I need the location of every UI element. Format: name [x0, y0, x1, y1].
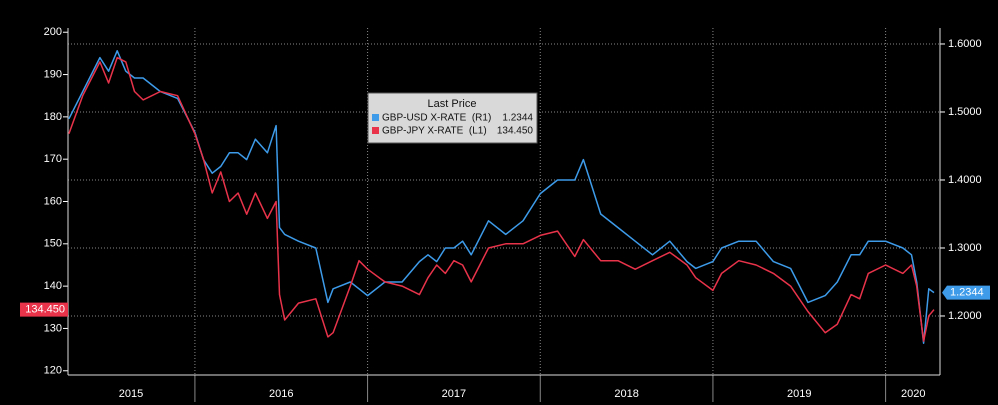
y2-tick-label: 1.6000	[948, 38, 982, 50]
x-tick-label: 2016	[269, 388, 293, 400]
y2-tick-label: 1.5000	[948, 106, 982, 118]
y-tick-label: 200	[44, 26, 62, 38]
legend-value: 134.450	[497, 126, 534, 137]
y-tick-label: 120	[44, 365, 62, 377]
legend-label: GBP-USD X-RATE (R1)	[382, 113, 491, 124]
y-tick-label: 140	[44, 280, 62, 292]
legend-label: GBP-JPY X-RATE (L1)	[382, 126, 487, 137]
y-tick-label: 190	[44, 68, 62, 80]
series-line	[68, 56, 935, 342]
legend: Last Price GBP-USD X-RATE (R1) 1.2344 GBP-J…	[367, 92, 538, 144]
last-price-box	[942, 285, 990, 300]
legend-swatch	[372, 114, 379, 121]
legend-swatch	[372, 127, 379, 134]
x-tick-label: 2019	[787, 388, 811, 400]
last-price-label: 134.450	[25, 304, 65, 316]
x-tick-label: 2018	[614, 388, 638, 400]
legend-box	[367, 92, 538, 144]
y2-tick-label: 1.4000	[948, 174, 982, 186]
y2-tick-label: 1.3000	[948, 242, 982, 254]
y-tick-label: 180	[44, 111, 62, 123]
y-tick-label: 130	[44, 322, 62, 334]
last-price-label: 1.2344	[950, 286, 984, 298]
x-tick-label: 2017	[442, 388, 466, 400]
y-tick-label: 150	[44, 238, 62, 250]
x-tick-label: 2015	[119, 388, 143, 400]
y-tick-label: 160	[44, 195, 62, 207]
x-tick-label: 2020	[901, 388, 925, 400]
series-line	[68, 50, 935, 344]
y-tick-label: 170	[44, 153, 62, 165]
legend-title: Last Price	[428, 98, 477, 110]
legend-value: 1.2344	[502, 113, 533, 124]
y2-tick-label: 1.2000	[948, 310, 982, 322]
last-price-box	[20, 302, 68, 317]
